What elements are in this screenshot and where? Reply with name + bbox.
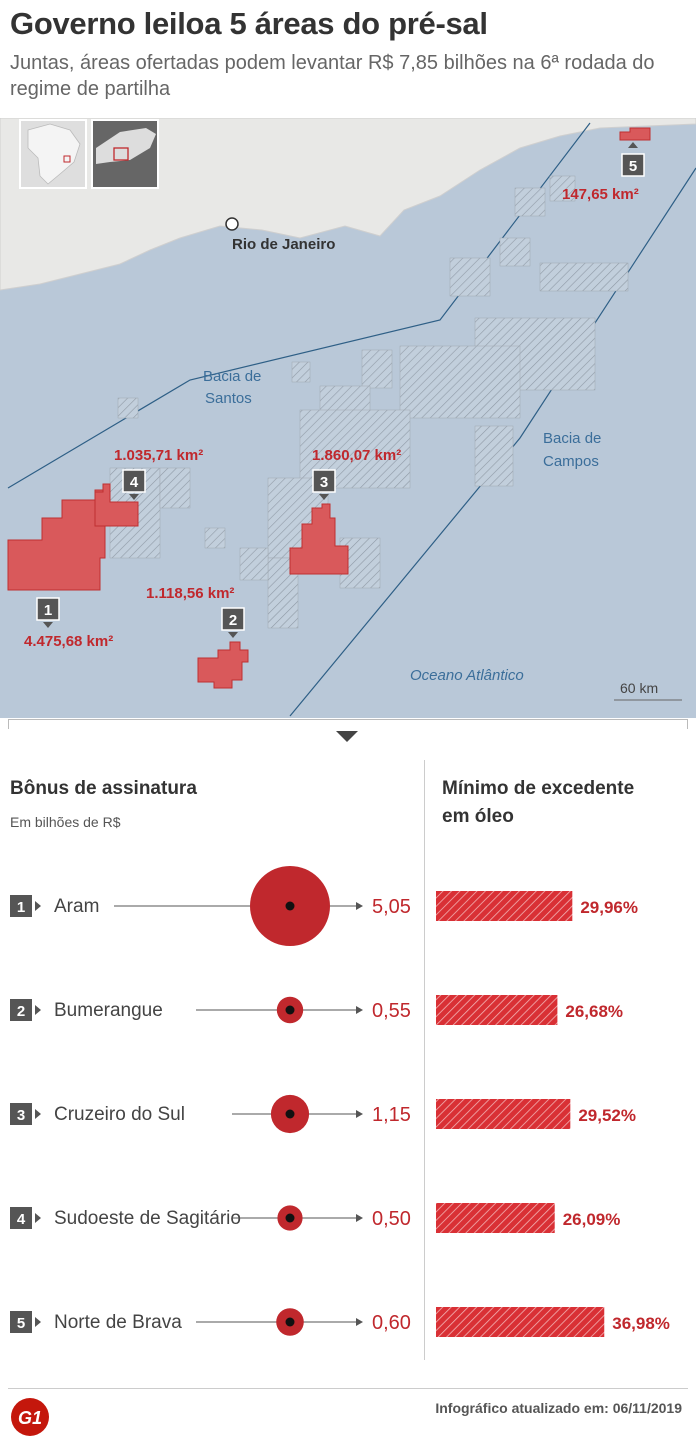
bonus-line-arrow-icon <box>356 1110 363 1118</box>
excedente-value-label: 29,96% <box>580 898 638 917</box>
bonus-bubble-center <box>285 1317 295 1327</box>
bonus-title: Bônus de assinatura <box>10 778 197 799</box>
campos-basin-label-1: Bacia de <box>543 430 601 447</box>
bonus-category-label: Norte de Brava <box>54 1312 182 1333</box>
excedente-bar <box>436 891 573 921</box>
bonus-bubble-center <box>285 1109 295 1119</box>
excedente-bar <box>436 1307 605 1337</box>
area-1-shape <box>7 489 106 591</box>
excedente-bar <box>436 1203 555 1233</box>
bonus-line-arrow-icon <box>356 1006 363 1014</box>
area-2-marker: 2 1.118,56 km² <box>146 585 245 638</box>
bonus-category-label: Aram <box>54 896 99 917</box>
campos-basin-boundary <box>289 167 696 717</box>
area-3-number: 3 <box>320 474 328 491</box>
area-1-marker: 1 4.475,68 km² <box>24 597 113 650</box>
excedente-title-line2: em óleo <box>442 806 514 827</box>
scale-label: 60 km <box>620 680 658 696</box>
bonus-category-label: Bumerangue <box>54 1000 163 1021</box>
area-4-number: 4 <box>130 474 139 491</box>
bonus-number: 5 <box>17 1315 25 1332</box>
excedente-chart: 29,96% 26,68% 29,52% 26,09% 36,98% <box>436 891 670 1337</box>
area-1-label: 4.475,68 km² <box>24 633 113 650</box>
city-label: Rio de Janeiro <box>232 236 335 253</box>
bonus-category-label: Cruzeiro do Sul <box>54 1104 185 1125</box>
g1-logo-text: G1 <box>18 1408 42 1428</box>
bonus-line-arrow-icon <box>356 1214 363 1222</box>
bonus-row-arrow-icon <box>35 1109 41 1119</box>
campos-basin-label-2: Campos <box>543 453 599 470</box>
bonus-row-arrow-icon <box>35 1005 41 1015</box>
pre-salt-map: Rio de Janeiro Bacia de Santos Bacia de … <box>0 118 696 718</box>
santos-basin-label-2: Santos <box>205 390 252 407</box>
bonus-number-box <box>10 1311 32 1333</box>
area-2-number: 2 <box>229 612 237 629</box>
bonus-number-box <box>10 1103 32 1125</box>
bonus-bubble-center <box>285 901 295 911</box>
bonus-number: 2 <box>17 1003 25 1020</box>
bonus-line-arrow-icon <box>356 902 363 910</box>
footer-divider <box>8 1388 688 1389</box>
bonus-value-label: 1,15 <box>372 1104 411 1126</box>
area-1-number: 1 <box>44 602 52 619</box>
bonus-row-arrow-icon <box>35 1213 41 1223</box>
bonus-value-label: 0,55 <box>372 1000 411 1022</box>
excedente-value-label: 29,52% <box>578 1106 636 1125</box>
column-divider <box>424 760 425 1360</box>
area-4-marker: 4 1.035,71 km² <box>114 447 203 500</box>
area-4-shape <box>94 483 139 527</box>
area-5-label: 147,65 km² <box>562 186 639 203</box>
page-title: Governo leiloa 5 áreas do pré-sal <box>10 6 488 41</box>
excedente-value-label: 26,68% <box>565 1002 623 1021</box>
bonus-value-label: 0,60 <box>372 1312 411 1334</box>
excedente-value-label: 26,09% <box>563 1210 621 1229</box>
area-3-marker: 3 1.860,07 km² <box>312 447 401 500</box>
bonus-bubble-center <box>285 1213 295 1223</box>
area-5-shape <box>619 127 651 141</box>
bonus-number: 3 <box>17 1107 25 1124</box>
area-2-shape <box>197 641 249 689</box>
land <box>0 118 696 291</box>
excedente-bar <box>436 995 558 1025</box>
bonus-category-label: Sudoeste de Sagitário <box>54 1208 241 1229</box>
excedente-value-label: 36,98% <box>612 1314 670 1333</box>
area-3-shape <box>289 503 349 575</box>
locator-inset-region <box>91 119 159 189</box>
excedente-title-line1: Mínimo de excedente <box>442 778 635 799</box>
area-4-label: 1.035,71 km² <box>114 447 203 464</box>
bonus-value-label: 0,50 <box>372 1208 411 1230</box>
bonus-number-box <box>10 895 32 917</box>
bonus-value-label: 5,05 <box>372 896 411 918</box>
bonus-number: 1 <box>17 899 25 916</box>
excedente-bar <box>436 1099 571 1129</box>
down-arrow-icon <box>336 731 358 742</box>
bonus-row-arrow-icon <box>35 1317 41 1327</box>
santos-basin-boundary <box>7 122 591 489</box>
santos-basin-label-1: Bacia de <box>203 368 261 385</box>
bonus-number: 4 <box>17 1211 26 1228</box>
bonus-line-arrow-icon <box>356 1318 363 1326</box>
bonus-number-box <box>10 999 32 1021</box>
bonus-number-box <box>10 1207 32 1229</box>
city-marker-icon <box>225 217 239 231</box>
page-subtitle: Juntas, áreas ofertadas podem levantar R… <box>10 52 655 100</box>
section-divider <box>8 719 688 729</box>
bonus-bubble-center <box>285 1005 295 1015</box>
footer-updated: Infográfico atualizado em: 06/11/2019 <box>435 1400 682 1416</box>
bonus-chart: 1 Aram 5,05 2 Bumerangue 0,55 3 Cruzeiro do Sul… <box>10 866 411 1336</box>
area-5-marker: 5 147,65 km² <box>562 142 645 203</box>
bonus-row-arrow-icon <box>35 901 41 911</box>
ocean-label: Oceano Atlântico <box>410 667 524 684</box>
area-2-label: 1.118,56 km² <box>146 585 234 602</box>
locator-inset-brazil <box>19 119 87 189</box>
area-3-label: 1.860,07 km² <box>312 447 401 464</box>
area-5-number: 5 <box>629 158 637 175</box>
bonus-subtitle: Em bilhões de R$ <box>10 814 121 830</box>
g1-logo: G1 <box>11 1398 49 1436</box>
